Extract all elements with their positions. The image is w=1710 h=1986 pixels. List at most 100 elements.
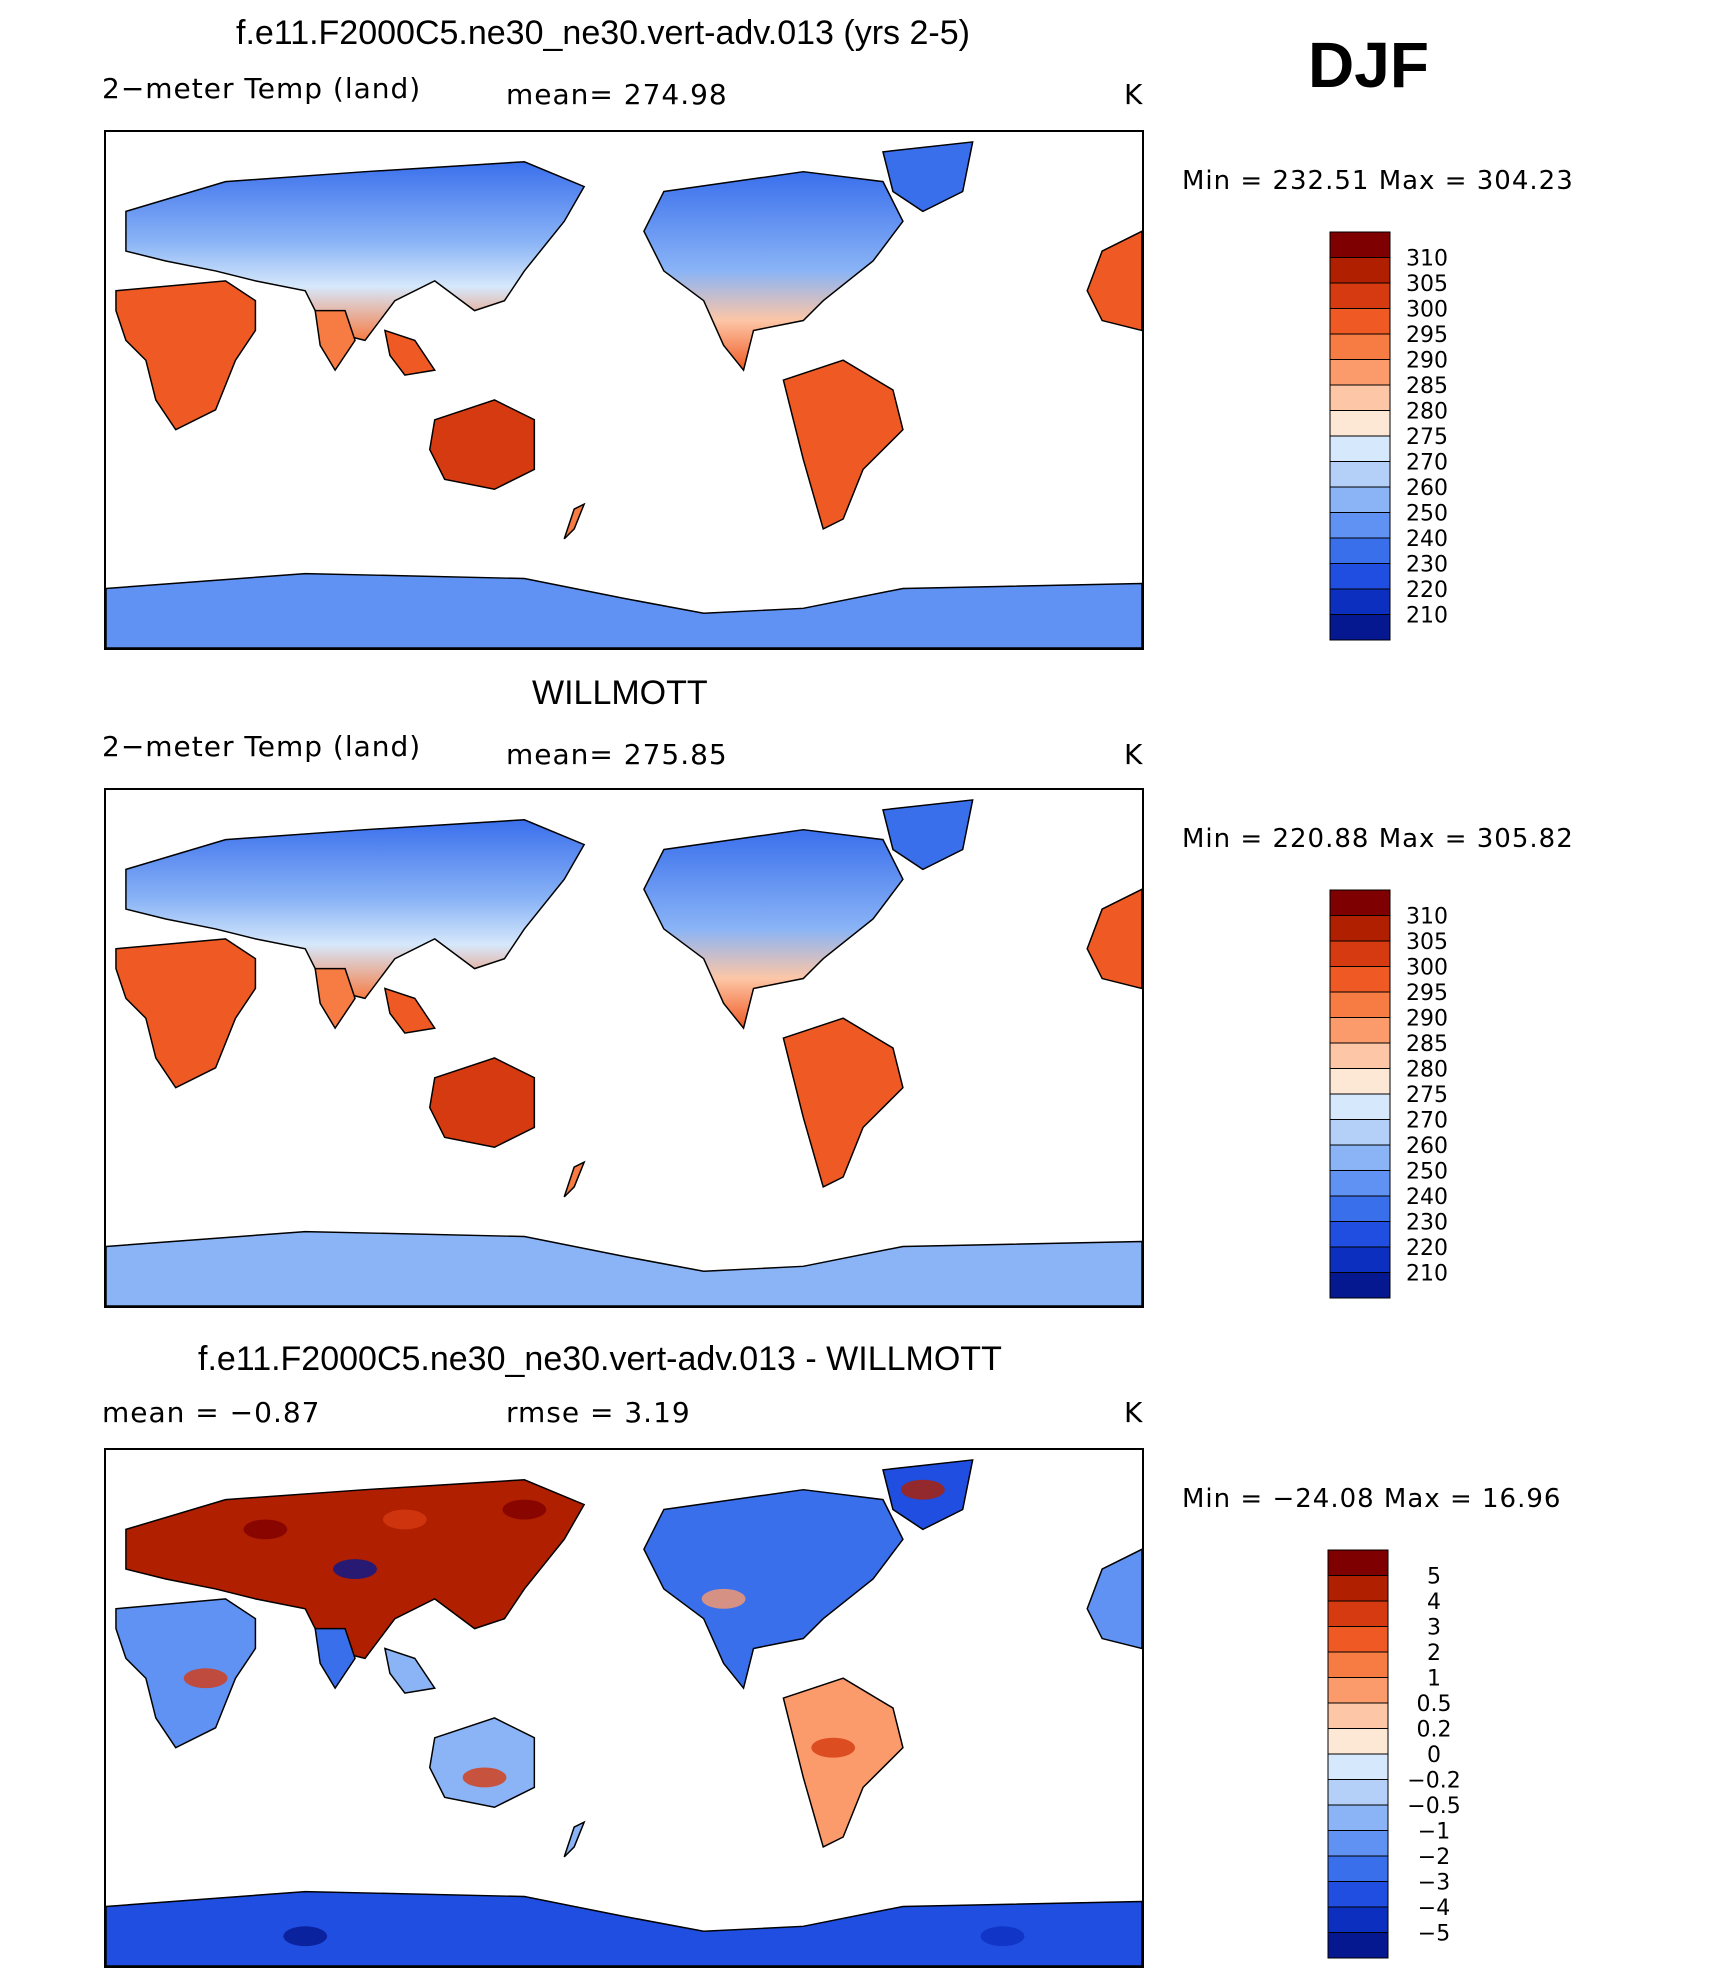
colorbar-tick-label: 230 (1406, 1211, 1448, 1236)
panel-2-title: WILLMOTT (532, 674, 708, 712)
colorbar-svg: 3103053002952902852802752702602502402302… (1329, 231, 1448, 641)
panel-3-colorbar: 5 4 3 2 1 0.5 0.2 0 −0.2 −0.5 −1 −2 −3 −4 −5 (1320, 1548, 1530, 1960)
landmass-australia (428, 1717, 536, 1809)
colorbar-tick-label: 5 (1427, 1565, 1441, 1590)
panel-3-rmse-label: rmse = 3.19 (506, 1396, 691, 1429)
landmass-eurasia (125, 819, 586, 1000)
colorbar-swatch (1329, 1042, 1391, 1069)
colorbar-swatch (1329, 1144, 1391, 1171)
landmass-nz (563, 1820, 586, 1858)
landmass-north-america (643, 170, 904, 372)
colorbar-tick-label: 305 (1406, 272, 1448, 297)
colorbar-swatch (1327, 1651, 1389, 1678)
colorbar-swatch (1329, 333, 1391, 360)
landmass-south-america (782, 359, 904, 530)
landmass-se-asia (383, 329, 436, 376)
landmass-south-america (782, 1677, 904, 1848)
colorbar-swatch (1329, 1272, 1391, 1299)
panel-3-map-svg (106, 1459, 1142, 1966)
colorbar-swatch (1329, 384, 1391, 411)
colorbar-swatch (1329, 1017, 1391, 1044)
colorbar-tick-label: 220 (1406, 578, 1448, 603)
panel-2-units: K (1124, 738, 1144, 771)
landmass-antarctica (106, 1230, 1142, 1306)
landmass-india (314, 967, 356, 1030)
colorbar-tick-label: 290 (1406, 1007, 1448, 1032)
colorbar-swatch (1329, 257, 1391, 284)
colorbar-tick-label: 275 (1406, 1083, 1448, 1108)
colorbar-tick-label: 210 (1406, 1262, 1448, 1287)
colorbar-swatch (1329, 435, 1391, 462)
panel-1-colorbar: 310 305 300 295 290 285 280 275 270 260 250 240 230 2… (1326, 230, 1526, 642)
landmass-africa (115, 280, 257, 431)
landmass-se-asia (383, 1647, 436, 1694)
panel-3-mean-label: mean = −0.87 (102, 1396, 321, 1429)
season-label: DJF (1308, 29, 1429, 101)
colorbar-tick-label: −0.5 (1407, 1794, 1460, 1819)
anomaly-patch (701, 1588, 746, 1609)
colorbar-tick-label: 4 (1427, 1590, 1441, 1615)
colorbar-swatch (1327, 1728, 1389, 1755)
landmass-west-africa-edge (1086, 230, 1142, 332)
colorbar-tick-label: −1 (1418, 1820, 1450, 1845)
colorbar-tick-label: 300 (1406, 298, 1448, 323)
colorbar-swatch (1327, 1600, 1389, 1627)
colorbar-tick-label: −3 (1418, 1871, 1450, 1896)
colorbar-swatch (1329, 1246, 1391, 1273)
colorbar-swatch (1329, 486, 1391, 513)
colorbar-swatch (1327, 1575, 1389, 1602)
landmass-nz (563, 1160, 586, 1198)
panel-1-map (104, 130, 1144, 650)
colorbar-swatch (1327, 1702, 1389, 1729)
colorbar-tick-label: 310 (1406, 905, 1448, 930)
landmass-australia (428, 399, 536, 491)
colorbar-tick-label: 240 (1406, 527, 1448, 552)
colorbar-tick-label: 210 (1406, 604, 1448, 629)
colorbar-swatch (1327, 1804, 1389, 1831)
colorbar-swatch (1329, 461, 1391, 488)
colorbar-swatch (1329, 588, 1391, 615)
colorbar-swatch (1329, 1119, 1391, 1146)
colorbar-tick-label: −5 (1418, 1922, 1450, 1947)
panel-3-units: K (1124, 1396, 1144, 1429)
panel-2-map-svg (106, 799, 1142, 1306)
colorbar-tick-label: 0.5 (1417, 1692, 1452, 1717)
landmass-north-america (643, 828, 904, 1030)
colorbar-tick-label: 260 (1406, 1134, 1448, 1159)
anomaly-patch (243, 1519, 288, 1540)
landmass-india (314, 1627, 356, 1690)
panel-1-mean-label: mean= 274.98 (506, 78, 728, 111)
colorbar-swatch (1327, 1932, 1389, 1959)
landmass-antarctica (106, 572, 1142, 648)
landmass-west-africa-edge (1086, 888, 1142, 990)
colorbar-swatch (1327, 1753, 1389, 1780)
colorbar-svg: 3103053002952902852802752702602502402302… (1329, 889, 1448, 1299)
panel-2-mean-label: mean= 275.85 (506, 738, 728, 771)
colorbar-tick-label: 295 (1406, 981, 1448, 1006)
colorbar-swatch (1329, 231, 1391, 258)
landmass-nz (563, 502, 586, 540)
panel-3-title: f.e11.F2000C5.ne30_ne30.vert-adv.013 - W… (198, 1340, 1002, 1378)
colorbar-swatch (1329, 359, 1391, 386)
colorbar-swatch (1327, 1906, 1389, 1933)
colorbar-tick-label: 285 (1406, 374, 1448, 399)
colorbar-swatch (1329, 1221, 1391, 1248)
colorbar-swatch (1329, 1093, 1391, 1120)
colorbar-tick-label: 280 (1406, 400, 1448, 425)
landmass-africa (115, 1598, 257, 1749)
panel-3-minmax: Min = −24.08 Max = 16.96 (1182, 1484, 1562, 1514)
colorbar-tick-label: 250 (1406, 502, 1448, 527)
colorbar-swatch (1329, 991, 1391, 1018)
panel-1-units: K (1124, 78, 1144, 111)
colorbar-tick-label: −0.2 (1407, 1769, 1460, 1794)
panel-2-colorbar: 310 305 300 295 290 285 280 275 270 260 250 240 230 2… (1326, 888, 1526, 1300)
colorbar-swatch (1329, 966, 1391, 993)
landmass-eurasia (125, 161, 586, 342)
panel-1-title: f.e11.F2000C5.ne30_ne30.vert-adv.013 (yr… (236, 14, 970, 52)
landmass-se-asia (383, 987, 436, 1034)
colorbar-swatch (1327, 1779, 1389, 1806)
colorbar-swatch (1329, 889, 1391, 916)
colorbar-tick-label: 260 (1406, 476, 1448, 501)
colorbar-swatch (1329, 282, 1391, 309)
colorbar-tick-label: −4 (1418, 1896, 1450, 1921)
